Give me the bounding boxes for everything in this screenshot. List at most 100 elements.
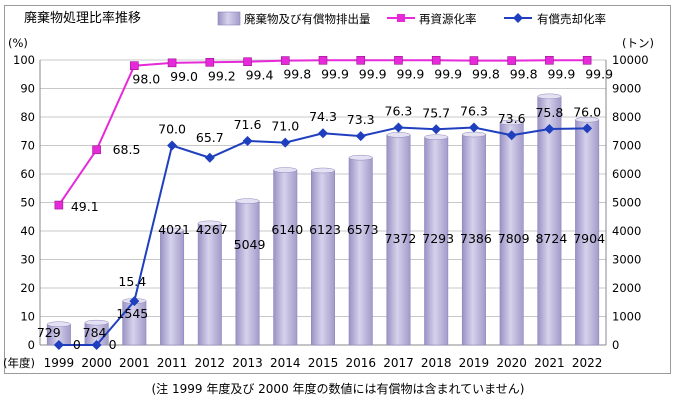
sale-rate-marker bbox=[280, 137, 291, 148]
bar-top bbox=[235, 198, 260, 204]
right-tick-label: 10000 bbox=[612, 53, 649, 67]
left-axis-unit: (%) bbox=[8, 36, 28, 50]
recycle-rate-marker bbox=[167, 58, 177, 68]
sale-rate-marker bbox=[129, 296, 140, 307]
right-tick-label: 1000 bbox=[612, 310, 641, 324]
sale-rate-marker bbox=[393, 122, 404, 133]
right-tick-label: 3000 bbox=[612, 253, 641, 267]
bar-top bbox=[46, 321, 71, 327]
bar-value-label: 6573 bbox=[347, 222, 379, 237]
right-tick-label: 9000 bbox=[612, 82, 641, 96]
bar-value-label: 6123 bbox=[309, 222, 341, 237]
bar-top bbox=[348, 154, 373, 161]
left-tick-label: 100 bbox=[13, 53, 35, 67]
x-tick-label: 2022 bbox=[572, 356, 603, 370]
bar-top bbox=[197, 220, 222, 227]
sale-rate-label: 71.6 bbox=[234, 117, 262, 132]
recycle-rate-marker bbox=[92, 145, 101, 155]
recycle-rate-label: 68.5 bbox=[113, 142, 141, 157]
right-tick-label: 6000 bbox=[612, 167, 641, 181]
bar bbox=[348, 157, 373, 346]
bar-top bbox=[499, 119, 524, 126]
recycle-rate-marker bbox=[318, 55, 328, 65]
legend-label-sale: 有償売却化率 bbox=[537, 12, 606, 26]
recycle-rate-label: 99.9 bbox=[397, 66, 425, 81]
recycle-rate-marker bbox=[582, 55, 592, 65]
sale-rate-label: 76.3 bbox=[385, 104, 413, 119]
recycle-rate-label: 49.1 bbox=[71, 199, 99, 214]
right-tick-label: 5000 bbox=[612, 196, 641, 210]
x-tick-label: 2016 bbox=[345, 356, 376, 370]
bar-value-label: 784 bbox=[83, 325, 107, 340]
left-tick-label: 20 bbox=[20, 281, 35, 295]
x-tick-label: 2011 bbox=[157, 356, 188, 370]
bar-value-label: 7386 bbox=[460, 231, 492, 246]
sale-rate-marker bbox=[506, 130, 517, 141]
x-tick-label: 2021 bbox=[534, 356, 565, 370]
bar-value-label: 1545 bbox=[116, 306, 148, 321]
recycle-rate-label: 99.0 bbox=[170, 69, 198, 84]
bar-value-label: 5049 bbox=[234, 237, 266, 252]
x-tick-label: 2014 bbox=[270, 356, 301, 370]
bar-top bbox=[311, 167, 335, 174]
recycle-rate-label: 99.4 bbox=[246, 68, 274, 83]
x-tick-label: 2001 bbox=[119, 356, 150, 370]
recycle-rate-label: 99.2 bbox=[208, 68, 236, 83]
sale-rate-marker bbox=[582, 123, 593, 134]
recycle-rate-marker bbox=[130, 61, 139, 71]
sale-rate-label: 73.3 bbox=[347, 112, 375, 127]
footnote: (注 1999 年度及び 2000 年度の数値には有償物は含まれていません) bbox=[151, 382, 525, 396]
legend-label-bar: 廃棄物及び有償物排出量 bbox=[244, 12, 371, 26]
right-axis-unit: (トン) bbox=[622, 36, 654, 50]
sale-rate-marker bbox=[468, 122, 479, 133]
recycle-rate-marker bbox=[545, 55, 554, 65]
x-tick-label: 2017 bbox=[383, 356, 414, 370]
bar bbox=[197, 223, 222, 346]
x-axis-prefix: (年度) bbox=[3, 356, 35, 370]
bar bbox=[273, 169, 298, 346]
recycle-rate-marker bbox=[356, 55, 366, 65]
recycle-rate-marker bbox=[54, 200, 64, 210]
x-tick-label: 2018 bbox=[421, 356, 452, 370]
sale-rate-marker bbox=[544, 123, 555, 134]
bar-value-label: 729 bbox=[37, 325, 61, 340]
sale-rate-label: 0 bbox=[109, 337, 117, 352]
bar-value-label: 7809 bbox=[498, 231, 530, 246]
bar bbox=[311, 170, 335, 346]
recycle-rate-marker bbox=[469, 56, 479, 65]
sale-rate-label: 76.3 bbox=[460, 104, 488, 119]
legend-swatch-bar bbox=[217, 11, 241, 26]
left-tick-label: 0 bbox=[28, 338, 35, 352]
recycle-rate-label: 99.9 bbox=[434, 66, 462, 81]
sale-rate-marker bbox=[355, 131, 366, 142]
right-tick-label: 4000 bbox=[612, 224, 641, 238]
legend-marker-sale bbox=[513, 13, 523, 23]
x-tick-label: 1999 bbox=[44, 356, 75, 370]
x-tick-label: 2013 bbox=[232, 356, 263, 370]
sale-rate-label: 70.0 bbox=[158, 122, 186, 137]
x-tick-label: 2020 bbox=[496, 356, 527, 370]
recycle-rate-label: 99.9 bbox=[585, 66, 613, 81]
right-tick-label: 2000 bbox=[612, 281, 641, 295]
bar-top bbox=[273, 167, 298, 173]
sale-rate-marker bbox=[167, 140, 178, 151]
bar-top bbox=[424, 134, 449, 140]
recycle-rate-label: 99.9 bbox=[359, 66, 387, 81]
recycle-rate-label: 99.9 bbox=[547, 66, 575, 81]
recycle-rate-marker bbox=[431, 55, 441, 65]
recycle-rate-marker bbox=[507, 56, 516, 65]
left-tick-label: 60 bbox=[20, 167, 35, 181]
bar-value-label: 4267 bbox=[196, 222, 228, 237]
bar-value-label: 8724 bbox=[535, 231, 567, 246]
bar-value-label: 7904 bbox=[573, 231, 605, 246]
left-tick-label: 30 bbox=[20, 253, 35, 267]
sale-rate-marker bbox=[53, 340, 64, 350]
sale-rate-marker bbox=[431, 124, 442, 135]
right-tick-label: 8000 bbox=[612, 110, 641, 124]
right-tick-label: 0 bbox=[612, 338, 619, 352]
bar-top bbox=[386, 132, 411, 138]
x-tick-label: 2019 bbox=[459, 356, 490, 370]
sale-rate-label: 75.8 bbox=[535, 105, 563, 120]
bar-top bbox=[575, 116, 600, 123]
